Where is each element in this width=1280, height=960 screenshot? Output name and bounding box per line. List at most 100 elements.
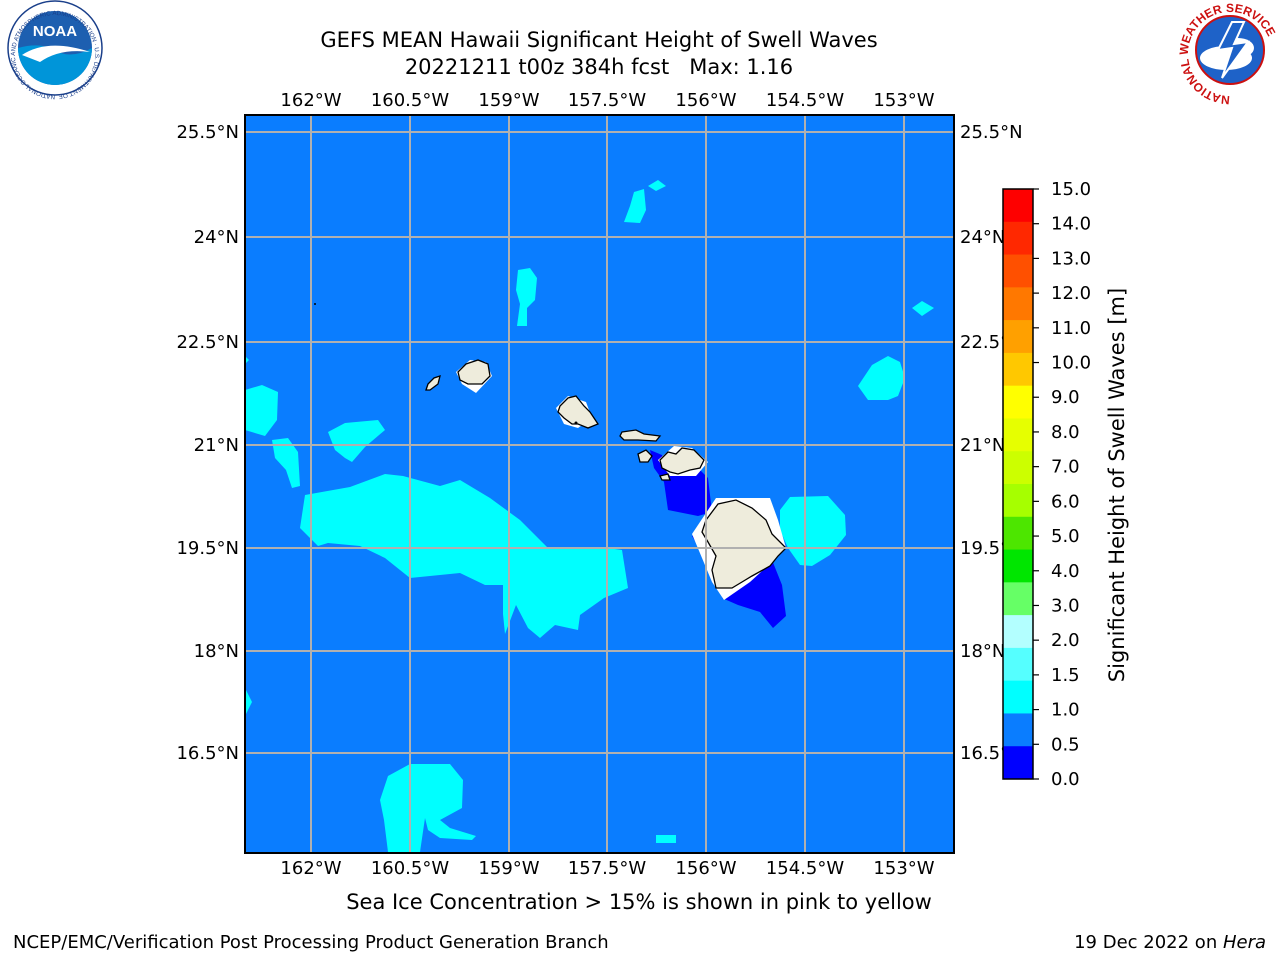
island-kahoolawe — [659, 473, 671, 481]
swell-lee-big-island — [722, 560, 786, 628]
noaa-logo-icon: NOAA NATIONAL OCEANIC AND ATMOSPHERIC AD… — [0, 0, 103, 100]
swell-region-southwest-band — [300, 474, 628, 638]
swell-region-north-tiny — [648, 180, 666, 191]
colorbar-tick-label-5: 10.0 — [1051, 353, 1091, 374]
colorbar-swatch-5 — [1003, 352, 1033, 387]
lon-label-bottom-0: 162°W — [280, 858, 341, 879]
swell-region-southwest-corner — [245, 688, 252, 716]
colorbar-swatch-16 — [1003, 713, 1033, 747]
colorbar-tick-label-12: 3.0 — [1051, 595, 1080, 616]
colorbar-swatch-7 — [1003, 418, 1033, 452]
land-islands — [425, 359, 787, 589]
colorbar-tick-label-16: 0.5 — [1051, 734, 1080, 755]
lat-label-left-5: 18°N — [194, 641, 239, 662]
colorbar-tick-label-11: 4.0 — [1051, 561, 1080, 582]
colorbar-swatch-11 — [1003, 549, 1033, 583]
colorbar-tick-label-2: 13.0 — [1051, 248, 1091, 269]
lon-label-top-1: 160.5°W — [371, 90, 450, 111]
lon-label-top-0: 162°W — [280, 90, 341, 111]
colorbar-swatch-4 — [1003, 320, 1033, 354]
swell-contours-1.0-1.5 — [245, 180, 934, 852]
island-maui — [659, 447, 705, 475]
lon-label-bottom-2: 159°W — [478, 858, 539, 879]
lat-label-left-1: 24°N — [194, 227, 239, 248]
colorbar-tick-label-10: 5.0 — [1051, 526, 1080, 547]
lat-label-left-3: 21°N — [194, 435, 239, 456]
island-molokai — [619, 429, 662, 442]
map-title: GEFS MEAN Hawaii Significant Height of S… — [320, 28, 878, 52]
colorbar-tick-label-7: 8.0 — [1051, 422, 1080, 443]
map-frame — [244, 114, 955, 854]
colorbar-swatch-12 — [1003, 582, 1033, 616]
colorbar-frame — [1002, 188, 1034, 780]
colorbar-tick-label-9: 6.0 — [1051, 491, 1080, 512]
colorbar-swatch-2 — [1003, 254, 1033, 288]
map-gridlines — [245, 115, 954, 853]
lon-label-top-2: 159°W — [478, 90, 539, 111]
lat-label-right-3: 21°N — [960, 435, 1005, 456]
lat-label-left-0: 25.5°N — [176, 122, 239, 143]
colorbar-tick-label-15: 1.0 — [1051, 700, 1080, 721]
swell-region-northeast-right — [912, 301, 934, 316]
island-oahu — [557, 395, 599, 429]
lon-label-top-5: 154.5°W — [766, 90, 845, 111]
colorbar-tick-label-4: 11.0 — [1051, 318, 1091, 339]
colorbar-swatch-9 — [1003, 484, 1033, 518]
colorbar-label-line: Significant Height of Swell Waves [m] — [1105, 288, 1129, 682]
footer-date: 19 Dec 2022 on Hera — [1074, 932, 1266, 953]
ocean-background — [245, 115, 954, 853]
lon-label-bottom-3: 157.5°W — [568, 858, 647, 879]
colorbar-swatch-17 — [1003, 746, 1033, 780]
map-subtitle: 20221211 t00z 384h fcst Max: 1.16 — [404, 55, 794, 79]
lat-label-left-4: 19.5°N — [176, 538, 239, 559]
swell-region-south-blob — [380, 764, 476, 852]
island-niihau — [425, 375, 441, 391]
colorbar-tick-label-17: 0.0 — [1051, 769, 1080, 790]
lat-label-left-2: 22.5°N — [176, 332, 239, 353]
colorbar-tick-label-1: 14.0 — [1051, 214, 1091, 235]
lon-label-bottom-5: 154.5°W — [766, 858, 845, 879]
swell-region-west-strip — [272, 438, 300, 488]
colorbar-tick-label-6: 9.0 — [1051, 387, 1080, 408]
colorbar-label: Significant Height of Swell Waves [m] — [1105, 288, 1129, 682]
swell-region-northwest-blob — [516, 268, 537, 326]
colorbar-tick-label-14: 1.5 — [1051, 665, 1080, 686]
colorbar: 15.0 14.0 13.0 12.0 11.0 10.0 9.0 8.0 7.0 6.0 5.0 4… — [1002, 179, 1091, 790]
lon-label-bottom-4: 156°W — [675, 858, 736, 879]
colorbar-tick-label-8: 7.0 — [1051, 457, 1080, 478]
colorbar-swatch-10 — [1003, 516, 1033, 551]
colorbar-swatch-15 — [1003, 680, 1033, 714]
colorbar-swatch-1 — [1003, 221, 1033, 256]
nws-logo-icon: NATIONAL WEATHER SERVICE — [1177, 1, 1279, 107]
island-kauai — [457, 359, 491, 385]
lon-label-top-3: 157.5°W — [568, 90, 647, 111]
footer-date-text: 19 Dec 2022 on — [1074, 932, 1223, 953]
island-big-island — [701, 499, 787, 589]
lon-label-top-4: 156°W — [675, 90, 736, 111]
swell-region-north-small — [624, 189, 646, 223]
footer-credit: NCEP/EMC/Verification Post Processing Pr… — [13, 932, 609, 953]
colorbar-swatch-13 — [1003, 615, 1033, 649]
lon-label-bottom-1: 160.5°W — [371, 858, 450, 879]
colorbar-swatch-8 — [1003, 451, 1033, 485]
colorbar-swatch-6 — [1003, 385, 1033, 419]
noaa-logo-text: NOAA — [33, 23, 77, 40]
colorbar-tick-label-13: 2.0 — [1051, 630, 1080, 651]
footer-host: Hera — [1222, 932, 1266, 953]
lat-label-right-1: 24°N — [960, 227, 1005, 248]
colorbar-swatch-3 — [1003, 287, 1033, 321]
lon-label-top-6: 153°W — [873, 90, 934, 111]
sea-ice-note: Sea Ice Concentration > 15% is shown in … — [346, 890, 932, 914]
colorbar-tick-label-0: 15.0 — [1051, 179, 1091, 200]
swell-region-south-tiny — [656, 835, 676, 843]
lon-label-bottom-6: 153°W — [873, 858, 934, 879]
swell-region-east-upper — [858, 356, 905, 400]
colorbar-swatch-14 — [1003, 647, 1033, 682]
lat-label-left-6: 16.5°N — [176, 743, 239, 764]
lat-label-right-0: 25.5°N — [960, 122, 1023, 143]
swell-region-west-edge — [245, 385, 278, 436]
colorbar-tick-label-3: 12.0 — [1051, 283, 1091, 304]
island-lanai — [637, 449, 653, 463]
colorbar-swatch-0 — [1003, 189, 1033, 223]
